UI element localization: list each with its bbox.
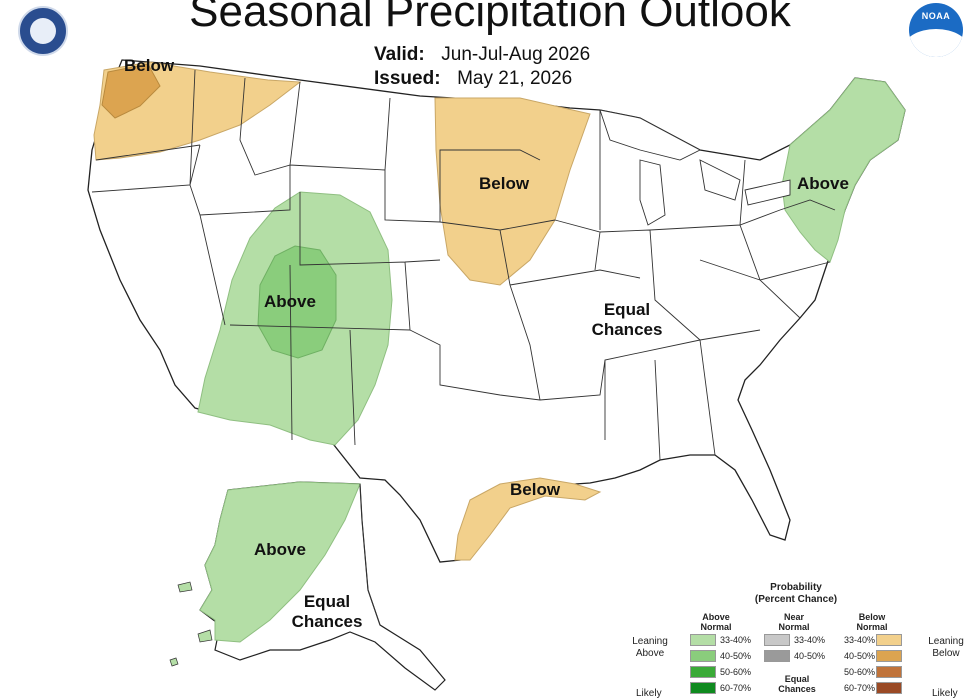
header-line1: Near: [783, 612, 804, 622]
legend-title-line2: (Percent Chance): [754, 594, 838, 605]
issued-row: Issued: May 21, 2026: [374, 68, 572, 90]
legend-leaning-below: Leaning Below: [924, 636, 968, 660]
label-below-40-50: 40-50%: [844, 651, 876, 661]
leaning-word: Leaning: [632, 636, 668, 647]
header-line1: Above: [702, 612, 730, 622]
swatch-near-33-40: [764, 634, 790, 646]
aleutian-islands: [169, 581, 213, 667]
issued-value: May 21, 2026: [457, 68, 573, 89]
legend-leaning-above: Leaning Above: [630, 636, 670, 660]
above-word: Above: [635, 648, 665, 659]
header-line2: Normal: [700, 622, 732, 632]
chances-word: Chances: [591, 320, 663, 339]
swatch-below-50-60: [876, 666, 902, 678]
legend-likely-right: Likely: [932, 688, 958, 699]
swatch-above-33-40: [690, 634, 716, 646]
above-northeast: [781, 77, 906, 263]
valid-label: Valid:: [374, 44, 425, 65]
swatch-below-40-50: [876, 650, 902, 662]
label-below-33-40: 33-40%: [844, 635, 876, 645]
label-alaska-above: Above: [254, 540, 306, 559]
swatch-above-60-70: [690, 682, 716, 694]
label-near-40-50: 40-50%: [794, 651, 826, 661]
below-texas-gulf: [454, 477, 602, 561]
equal-word: Equal: [303, 592, 351, 611]
valid-value: Jun-Jul-Aug 2026: [441, 44, 591, 65]
legend-equal-chances: Equal Chances: [766, 674, 828, 694]
legend-below-header: Below Normal: [842, 612, 902, 632]
noaa-logo-icon: NOAA: [909, 3, 963, 57]
chances-word: Chances: [778, 684, 816, 694]
header-line1: Below: [858, 612, 886, 622]
label-northern-plains: Below: [479, 174, 530, 193]
legend-title-line1: Probability: [770, 582, 822, 593]
label-below-60-70: 60-70%: [844, 683, 876, 693]
legend-title: Probability (Percent Chance): [736, 582, 856, 606]
label-equal-chances-conus: Equal Chances: [582, 300, 672, 340]
valid-row: Valid: Jun-Jul-Aug 2026: [374, 44, 590, 66]
noaa-logo-text: NOAA: [921, 11, 951, 21]
swatch-below-60-70: [876, 682, 902, 694]
label-pacific-nw: Below: [124, 56, 175, 75]
great-lakes: [599, 109, 791, 226]
swatch-above-50-60: [690, 666, 716, 678]
label-alaska-equal-chances: Equal Chances: [282, 592, 372, 632]
legend-near-header: Near Normal: [764, 612, 824, 632]
above-alaska: [199, 481, 361, 643]
issued-label: Issued:: [374, 68, 441, 89]
state-boundaries: [91, 69, 836, 461]
commerce-seal-icon: [18, 6, 68, 56]
below-northern-plains: [434, 97, 591, 286]
below-pacific-nw-core: [101, 63, 161, 119]
above-southwest-core: [257, 245, 337, 359]
below-word: Below: [932, 648, 960, 659]
label-below-50-60: 50-60%: [844, 667, 876, 677]
alaska-border: [359, 483, 381, 626]
swatch-above-40-50: [690, 650, 716, 662]
label-southwest: Above: [264, 292, 316, 311]
label-above-50-60: 50-60%: [720, 667, 752, 677]
equal-word: Equal: [603, 300, 651, 319]
legend-likely-left: Likely: [636, 688, 662, 699]
label-above-33-40: 33-40%: [720, 635, 752, 645]
swatch-near-40-50: [764, 650, 790, 662]
label-above-60-70: 60-70%: [720, 683, 752, 693]
equal-word: Equal: [784, 674, 810, 684]
swatch-below-33-40: [876, 634, 902, 646]
leaning-word: Leaning: [928, 636, 964, 647]
label-above-40-50: 40-50%: [720, 651, 752, 661]
label-near-33-40: 33-40%: [794, 635, 826, 645]
header-line2: Normal: [778, 622, 810, 632]
label-northeast: Above: [797, 174, 849, 193]
chances-word: Chances: [291, 612, 363, 631]
legend-above-header: Above Normal: [686, 612, 746, 632]
page-title: Seasonal Precipitation Outlook: [189, 0, 791, 36]
label-texas-gulf: Below: [510, 480, 561, 499]
header-line2: Normal: [856, 622, 888, 632]
